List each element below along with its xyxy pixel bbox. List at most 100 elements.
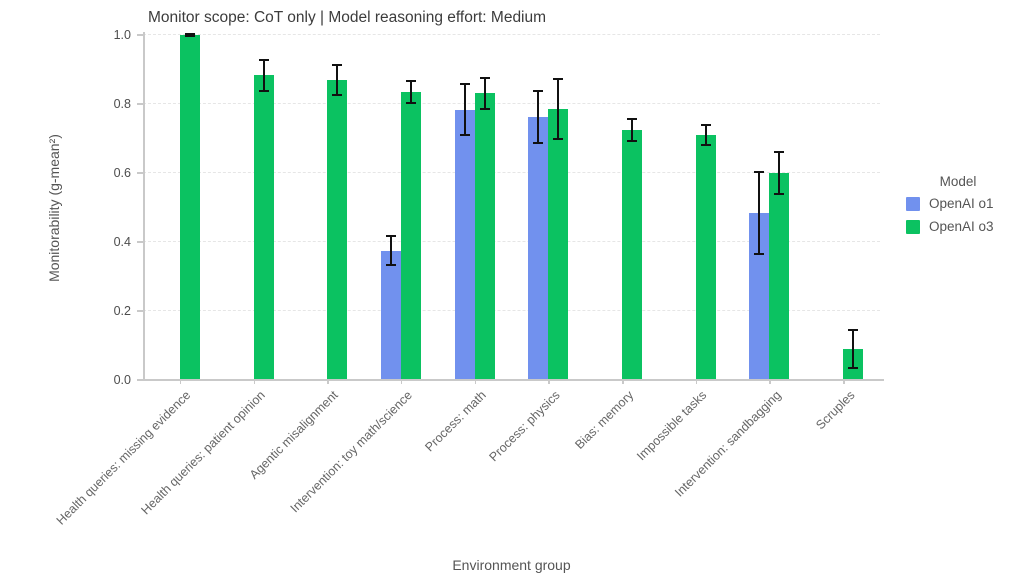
error-bar-cap-bottom (627, 140, 638, 143)
x-category-label: Health queries: missing evidence (54, 388, 194, 528)
error-bar-cap-top (627, 118, 638, 121)
bar-o3-0 (179, 35, 200, 379)
error-bar-cap-top (385, 235, 396, 238)
x-tick (400, 379, 403, 384)
error-bar-cap-top (848, 329, 859, 332)
error-bar-line (758, 171, 761, 254)
error-bar-line (537, 91, 540, 144)
error-bar-cap-top (332, 64, 343, 67)
x-category-label: Scruples (812, 388, 858, 433)
y-tick (137, 379, 143, 381)
x-tick (327, 379, 329, 384)
x-axis-line (143, 379, 884, 381)
y-axis-line (143, 32, 145, 379)
legend-swatch-o1 (906, 196, 920, 211)
x-axis-title: Environment group (452, 557, 571, 573)
y-tick-label: 0.4 (113, 235, 131, 249)
error-bar-line (852, 330, 855, 369)
y-tick-label: 0.6 (113, 166, 131, 180)
error-bar-line (483, 77, 486, 109)
x-category-label: Intervention: toy math/science (287, 388, 415, 516)
error-bar-cap-top (258, 59, 269, 62)
error-bar-cap-top (754, 170, 765, 173)
error-bar-cap-bottom (332, 94, 343, 97)
y-tick (137, 103, 143, 105)
y-tick-label: 0.2 (113, 304, 131, 318)
error-bar-cap-bottom (848, 367, 859, 370)
y-tick-label: 0.8 (113, 97, 131, 111)
error-bar-cap-bottom (774, 193, 785, 196)
x-category-label: Process: physics (486, 388, 563, 465)
error-bar-line (409, 81, 412, 104)
y-tick-label: 0.0 (113, 373, 131, 387)
legend: Model OpenAI o1 OpenAI o3 (906, 174, 1016, 242)
bar-o3-2 (327, 80, 348, 379)
legend-item-openai-o1: OpenAI o1 (906, 196, 1016, 211)
legend-label-o1: OpenAI o1 (929, 196, 994, 211)
bar-o1-4 (454, 109, 475, 379)
x-tick (769, 379, 771, 384)
error-bar-line (188, 33, 191, 37)
y-tick-label: 1.0 (113, 28, 131, 42)
error-bar-line (336, 65, 339, 96)
y-tick (137, 241, 143, 243)
bar-o1-5 (528, 117, 549, 379)
x-tick (622, 379, 624, 384)
x-tick (179, 379, 182, 384)
error-bar-line (463, 84, 466, 135)
x-tick (548, 379, 550, 384)
error-bar-cap-bottom (385, 264, 396, 267)
error-bar-cap-bottom (553, 137, 564, 140)
error-bar-cap-top (184, 32, 195, 35)
error-bar-cap-bottom (479, 107, 490, 110)
error-bar-cap-bottom (533, 142, 544, 145)
error-bar-cap-top (700, 124, 711, 127)
gridline (143, 34, 880, 35)
error-bar-line (262, 60, 265, 91)
x-tick (474, 379, 477, 384)
error-bar-line (704, 125, 707, 145)
error-bar-cap-bottom (700, 143, 711, 146)
bar-o3-5 (548, 108, 569, 379)
x-tick (253, 379, 256, 384)
x-category-label: Impossible tasks (634, 388, 710, 464)
y-tick (137, 172, 143, 174)
bar-o3-6 (622, 130, 643, 379)
chart-title: Monitor scope: CoT only | Model reasonin… (148, 9, 547, 26)
error-bar-cap-bottom (459, 133, 470, 136)
bar-o1-3 (380, 250, 401, 379)
legend-label-o3: OpenAI o3 (929, 219, 994, 234)
y-tick (137, 34, 143, 36)
error-bar-cap-top (479, 76, 490, 79)
bar-o3-4 (474, 93, 495, 379)
error-bar-cap-top (553, 78, 564, 81)
error-bar-line (557, 79, 560, 139)
y-axis-title: Monitorability (g-mean²) (46, 134, 62, 282)
x-category-label: Process: math (422, 388, 489, 455)
error-bar-line (631, 119, 634, 142)
error-bar-line (778, 152, 781, 195)
x-category-label: Health queries: patient opinion (138, 388, 268, 518)
error-bar-cap-top (459, 83, 470, 86)
legend-title: Model (939, 174, 977, 189)
error-bar-line (389, 236, 392, 266)
y-tick (137, 310, 143, 312)
error-bar-cap-bottom (405, 102, 416, 105)
bar-o3-7 (695, 135, 716, 379)
x-tick (843, 379, 845, 384)
bar-o3-3 (400, 92, 421, 379)
bar-o3-1 (253, 75, 274, 379)
legend-swatch-o3 (906, 219, 920, 234)
gridline (143, 103, 880, 104)
error-bar-cap-bottom (754, 252, 765, 255)
x-category-label: Bias: memory (572, 388, 636, 452)
error-bar-cap-top (405, 80, 416, 83)
error-bar-cap-bottom (184, 35, 195, 38)
error-bar-cap-bottom (258, 89, 269, 92)
gridline (143, 241, 880, 242)
gridline (143, 172, 880, 173)
error-bar-cap-top (533, 90, 544, 93)
legend-item-openai-o3: OpenAI o3 (906, 219, 1016, 234)
